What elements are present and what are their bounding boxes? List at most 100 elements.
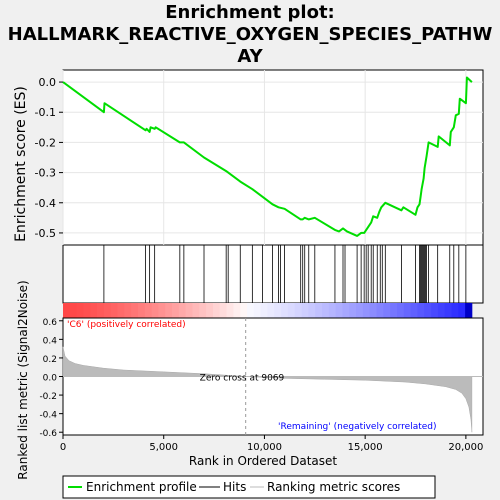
color-bar-segment (437, 303, 446, 318)
chart-title-line3: AY (237, 46, 263, 67)
hits-layer (103, 245, 467, 303)
rank-y-tick-label: 0.4 (43, 336, 58, 346)
color-bar-segment (206, 303, 214, 318)
rank-color-bar (63, 303, 473, 318)
es-y-axis: 0.0 -0.1 -0.2 -0.3 -0.4 -0.5 (35, 76, 63, 240)
color-bar-segment (165, 303, 173, 318)
color-bar-segment (90, 303, 98, 318)
color-bar-segment (185, 303, 193, 318)
color-bar-segment (199, 303, 207, 318)
color-bar-segment (315, 303, 323, 318)
color-bar-segment (219, 303, 227, 318)
color-bar-segment (465, 303, 473, 318)
x-axis: 0 5,000 10,000 15,000 20,000 (60, 435, 483, 453)
color-bar-segment (362, 303, 371, 318)
color-bar-segment (260, 303, 268, 318)
color-bar-segment (144, 303, 152, 318)
color-bar-segment (376, 303, 384, 318)
es-y-tick-label: 0.0 (39, 76, 57, 89)
color-bar-segment (63, 303, 71, 318)
rank-y-axis: 0.6 0.4 0.2 0.0 -0.2 -0.4 -0.6 (39, 318, 63, 439)
color-bar-segment (458, 303, 466, 318)
color-bar-segment (321, 303, 330, 318)
rank-y-tick-label: 0.2 (43, 355, 57, 365)
rank-y-tick-label: -0.2 (39, 392, 57, 402)
color-bar-segment (247, 303, 255, 318)
positive-correlation-label: 'C6' (positively correlated) (67, 320, 186, 330)
x-tick-label: 10,000 (247, 442, 282, 453)
color-bar-segment (431, 303, 439, 318)
metric-layer (62, 318, 483, 435)
color-bar-segment (267, 303, 275, 318)
x-tick-label: 15,000 (348, 442, 383, 453)
rank-y-tick-label: -0.4 (39, 411, 57, 421)
color-bar-segment (233, 303, 241, 318)
legend-enrichment-label: Enrichment profile (86, 480, 197, 494)
legend-box (62, 475, 436, 499)
color-bar-segment (110, 303, 118, 318)
color-bar-segment (444, 303, 452, 318)
color-bar-segment (97, 303, 105, 318)
color-bar-segment (124, 303, 132, 318)
color-bar-segment (103, 303, 112, 318)
es-y-axis-label: Enrichment score (ES) (13, 86, 29, 242)
x-tick-label: 20,000 (448, 442, 483, 453)
x-tick-label: 0 (60, 442, 66, 453)
color-bar-segment (178, 303, 187, 318)
hits-panel (62, 244, 484, 304)
color-bar-segment (356, 303, 364, 318)
rank-y-tick-label: -0.6 (39, 429, 57, 439)
es-y-tick-label: -0.2 (35, 136, 56, 149)
color-bar-segment (274, 303, 282, 318)
enrichment-profile-line (62, 76, 473, 237)
color-bar-segment (390, 303, 398, 318)
color-bar-segment (424, 303, 432, 318)
color-bar-segment (281, 303, 289, 318)
color-bar-segment (342, 303, 350, 318)
color-bar-segment (226, 303, 234, 318)
color-bar-segment (117, 303, 125, 318)
rank-y-tick-label: 0.0 (43, 374, 58, 384)
es-y-tick-label: -0.1 (35, 106, 56, 119)
color-bar-segment (172, 303, 180, 318)
rank-y-tick-label: 0.6 (43, 318, 58, 328)
color-bar-segment (369, 303, 377, 318)
color-bar-segment (151, 303, 159, 318)
color-bar-segment (294, 303, 302, 318)
ranking-metric-area (62, 346, 473, 433)
color-bar-segment (192, 303, 200, 318)
legend-ranking-label: Ranking metric scores (267, 480, 400, 494)
rank-y-axis-label: Ranked list metric (Signal2Noise) (16, 280, 30, 479)
es-y-tick-label: -0.4 (35, 197, 56, 210)
color-bar-segment (451, 303, 459, 318)
color-bar-segment (287, 303, 296, 318)
negative-correlation-label: 'Remaining' (negatively correlated) (278, 422, 437, 432)
es-y-tick-label: -0.3 (35, 167, 56, 180)
color-bar-segment (131, 303, 139, 318)
x-tick-label: 5,000 (149, 442, 178, 453)
color-bar-segment (328, 303, 337, 318)
es-gridlines (62, 70, 483, 245)
color-bar-segment (240, 303, 248, 318)
color-bar-segment (76, 303, 84, 318)
color-bar-segment (253, 303, 262, 318)
color-bar-segment (212, 303, 221, 318)
color-bar-segment (301, 303, 309, 318)
zero-cross-label: Zero cross at 9069 (200, 374, 285, 384)
x-axis-label: Rank in Ordered Dataset (189, 454, 337, 468)
es-panel (62, 69, 484, 246)
color-bar-segment (417, 303, 425, 318)
color-bar-segment (137, 303, 146, 318)
chart-title-line1: Enrichment plot: (165, 2, 335, 23)
color-bar-segment (349, 303, 357, 318)
color-bar-segment (335, 303, 343, 318)
es-y-tick-label: -0.5 (35, 227, 56, 240)
color-bar-segment (403, 303, 411, 318)
color-bar-segment (410, 303, 418, 318)
legend-hits-label: Hits (223, 480, 246, 494)
color-bar-segment (383, 303, 391, 318)
color-bar-segment (158, 303, 166, 318)
color-bar-segment (396, 303, 405, 318)
